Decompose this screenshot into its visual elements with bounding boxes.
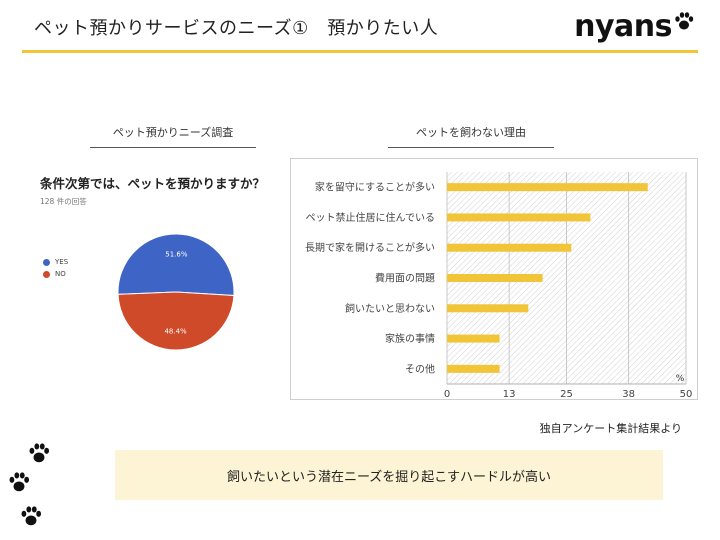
bar <box>447 304 529 313</box>
pie-slice-yes <box>117 233 235 297</box>
pie-slice-label: 51.6% <box>165 251 188 259</box>
bar <box>447 243 572 252</box>
survey-section-underline <box>90 147 256 148</box>
bar <box>447 364 500 373</box>
source-note: 独自アンケート集計結果より <box>539 422 682 435</box>
paw-icon <box>20 504 42 532</box>
reasons-section-underline <box>388 147 554 148</box>
pie-slice-no <box>117 291 235 351</box>
y-category-label: 家族の事情 <box>385 332 435 345</box>
x-tick-label: 0 <box>444 389 450 398</box>
x-tick-label: 13 <box>503 389 516 398</box>
legend-item-no: NO <box>43 270 66 278</box>
reasons-section-label: ペットを飼わない理由 <box>416 126 526 139</box>
x-tick-label: 50 <box>680 389 693 398</box>
bar <box>447 213 591 222</box>
paw-icon <box>8 470 30 498</box>
clipped-corner-label: % <box>676 374 685 384</box>
x-tick-label: 38 <box>622 389 635 398</box>
legend-swatch <box>43 270 50 278</box>
slide-title: ペット預かりサービスのニーズ① 預かりたい人 <box>34 18 439 39</box>
y-category-label: ペット禁止住居に住んでいる <box>306 211 436 224</box>
callout-box: 飼いたいという潜在ニーズを掘り起こすハードルが高い <box>115 450 663 500</box>
response-count: 128 件の回答 <box>40 197 87 206</box>
legend-swatch <box>43 258 50 266</box>
bar-chart: 0 13 25 38 50 家を留守にすることが多いペット禁止住居に住んでいる長期で家を開… <box>305 172 693 398</box>
x-tick-label: 25 <box>560 389 573 398</box>
bar <box>447 183 648 192</box>
legend-label: YES <box>55 258 69 266</box>
survey-section-label: ペット預かりニーズ調査 <box>112 126 234 139</box>
y-category-label: 長期で家を開けることが多い <box>305 241 435 254</box>
legend-label: NO <box>55 270 66 278</box>
legend-item-yes: YES <box>43 258 68 266</box>
pie-chart: 51.6% 48.4% <box>117 233 235 351</box>
bar <box>447 274 543 282</box>
logo-text: nyans <box>574 8 672 44</box>
pie-slice-label: 48.4% <box>164 327 187 335</box>
y-category-label: 飼いたいと思わない <box>345 302 435 315</box>
survey-question: 条件次第では、ペットを預かりますか？ <box>40 176 266 191</box>
logo: nyans <box>574 8 694 44</box>
callout-text: 飼いたいという潜在ニーズを掘り起こすハードルが高い <box>226 469 552 485</box>
y-category-label: 家を留守にすることが多い <box>315 181 435 194</box>
paw-icon <box>28 441 50 469</box>
y-category-label: その他 <box>405 362 435 375</box>
bar <box>447 334 500 343</box>
accent-rule <box>22 50 698 53</box>
paw-icon <box>674 10 694 36</box>
y-category-label: 費用面の問題 <box>375 272 435 285</box>
